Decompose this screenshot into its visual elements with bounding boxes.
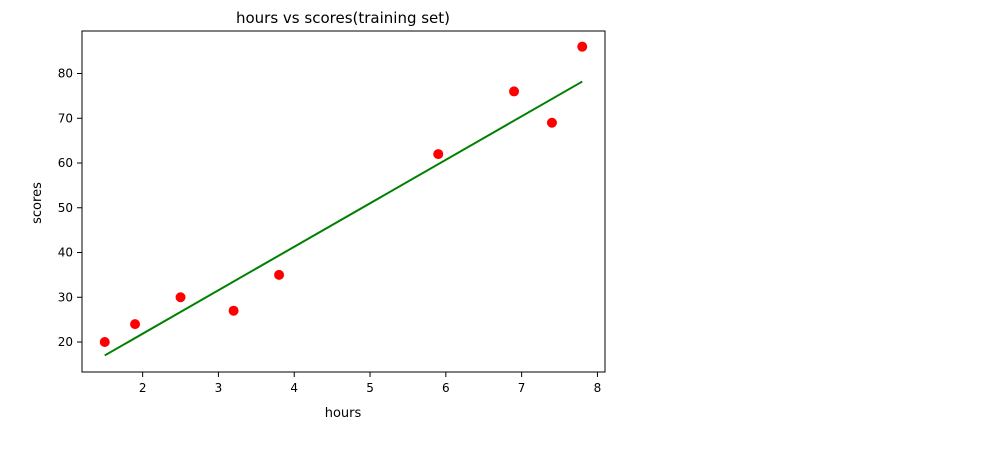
scatter-point (228, 305, 239, 316)
scatter-point (99, 337, 110, 348)
scatter-point (274, 269, 285, 280)
scatter-point (433, 149, 444, 160)
regression-line (104, 80, 583, 357)
plot-area (81, 30, 606, 373)
x-tick-label: 3 (215, 381, 223, 395)
scatter-points-layer (99, 41, 588, 348)
x-axis-ticks: 2 3 4 5 6 7 8 (139, 372, 601, 395)
x-tick-label: 4 (290, 381, 298, 395)
x-tick-label: 8 (594, 381, 602, 395)
y-tick-label: 80 (58, 67, 73, 81)
y-tick-label: 70 (58, 111, 73, 125)
scatter-point (509, 86, 520, 97)
x-tick-label: 5 (366, 381, 374, 395)
y-tick-label: 50 (58, 201, 73, 215)
scatter-point (130, 319, 141, 330)
scatter-point (577, 41, 588, 52)
scatter-point (175, 292, 186, 303)
y-tick-label: 30 (58, 290, 73, 304)
scatter-point (546, 117, 557, 128)
x-tick-label: 6 (442, 381, 450, 395)
y-tick-label: 20 (58, 335, 73, 349)
axes-frame (81, 30, 606, 373)
y-axis-label: scores (30, 182, 45, 224)
chart-title: hours vs scores(training set) (236, 9, 450, 27)
regression-line-layer (104, 80, 583, 357)
y-tick-label: 40 (58, 246, 73, 260)
x-tick-label: 2 (139, 381, 147, 395)
x-tick-label: 7 (518, 381, 526, 395)
y-axis-ticks: 20 30 40 50 60 70 80 (58, 67, 82, 349)
y-tick-label: 60 (58, 156, 73, 170)
x-axis-label: hours (325, 406, 362, 421)
